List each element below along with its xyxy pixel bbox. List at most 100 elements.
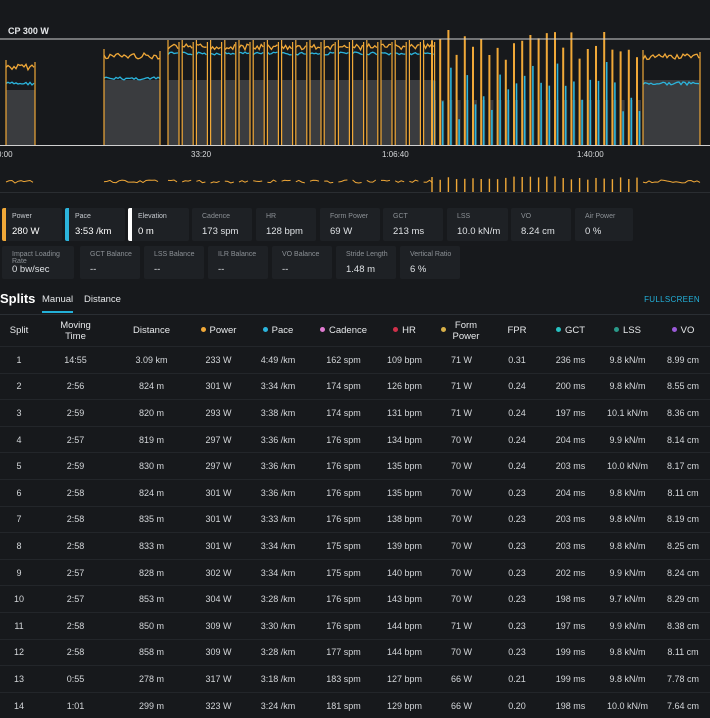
cell-distance: 299 m: [138, 700, 164, 711]
column-header-lss[interactable]: LSS: [599, 315, 656, 347]
column-header-form-power[interactable]: Form Power: [431, 315, 492, 347]
column-header-gct[interactable]: GCT: [542, 315, 599, 347]
column-header-vo[interactable]: VO: [656, 315, 710, 347]
cell-power: 302 W: [205, 567, 232, 578]
metric-label: Air Power: [585, 213, 616, 220]
cell-vo: 8.19 cm: [666, 514, 699, 525]
overview-power-line: [182, 179, 192, 183]
cell-split: 11: [14, 620, 24, 631]
cell-cadence: 176 spm: [326, 594, 361, 605]
table-row[interactable]: 14 1:01 299 m 323 W 3:24 /km 181 spm 129 bpm 66…: [0, 692, 710, 718]
column-header-moving-time[interactable]: Moving Time: [38, 315, 113, 347]
elevation-area: [281, 80, 293, 145]
overview-power-line: [5, 179, 34, 184]
column-label: HR: [402, 325, 416, 336]
cell-power: 317 W: [205, 673, 232, 684]
column-header-hr[interactable]: HR: [378, 315, 431, 347]
metric-card-vo-balance[interactable]: VO Balance --: [272, 246, 332, 279]
cell-pace: 3:18 /km: [260, 673, 296, 684]
cell-lss: 9.8 kN/m: [609, 647, 646, 658]
column-header-power[interactable]: Power: [190, 315, 247, 347]
table-row[interactable]: 3 2:59 820 m 293 W 3:38 /km 174 spm 131 bpm 71 …: [0, 399, 710, 427]
metric-card-vo[interactable]: VO 8.24 cm: [511, 208, 571, 241]
metric-card-hr[interactable]: HR 128 bpm: [256, 208, 316, 241]
column-header-split[interactable]: Split: [0, 315, 38, 347]
time-tick: 1:40:00: [577, 150, 604, 159]
metric-card-air-power[interactable]: Air Power 0 %: [575, 208, 633, 241]
column-header-pace[interactable]: Pace: [247, 315, 309, 347]
cell-form-power: 70 W: [450, 514, 472, 525]
pace-line: [395, 52, 406, 56]
cell-cadence: 174 spm: [326, 381, 361, 392]
cell-split: 3: [16, 407, 22, 418]
tab-distance[interactable]: Distance: [84, 294, 121, 305]
cell-split: 10: [13, 594, 24, 605]
cell-moving-time: 2:57: [66, 567, 85, 578]
cell-moving-time: 2:58: [66, 487, 85, 498]
power-line: [238, 43, 250, 52]
table-row[interactable]: 2 2:56 824 m 301 W 3:34 /km 174 spm 126 bpm 71 …: [0, 373, 710, 400]
metric-card-pace[interactable]: Pace 3:53 /km: [65, 208, 125, 241]
metric-label: GCT Balance: [90, 251, 132, 258]
column-header-cadence[interactable]: Cadence: [309, 315, 378, 347]
metric-card-gct[interactable]: GCT 213 ms: [383, 208, 443, 241]
power-pace-chart[interactable]: [0, 0, 710, 200]
metric-card-ilr-balance[interactable]: ILR Balance --: [208, 246, 268, 279]
column-header-fpr[interactable]: FPR: [492, 315, 542, 347]
cell-lss: 9.8 kN/m: [609, 540, 646, 551]
pace-line: [409, 51, 420, 56]
metric-card-elevation[interactable]: Elevation 0 m: [128, 208, 189, 241]
metric-label: Stride Length: [346, 251, 388, 258]
form-power-dot-icon: [441, 327, 446, 332]
metric-value: 280 W: [12, 226, 40, 237]
table-row[interactable]: 10 2:57 853 m 304 W 3:28 /km 176 spm 143 bpm 70…: [0, 585, 710, 613]
metric-card-impact-loading-rate[interactable]: Impact Loading Rate 0 bw/sec: [2, 246, 74, 279]
power-line: [309, 43, 321, 51]
table-row[interactable]: 12 2:58 858 m 309 W 3:28 /km 177 spm 144 bpm 70…: [0, 639, 710, 666]
metric-label: Impact Loading Rate: [12, 251, 60, 265]
column-header-distance[interactable]: Distance: [113, 315, 190, 347]
cell-lss: 9.7 kN/m: [609, 594, 646, 605]
metric-card-vertical-ratio[interactable]: Vertical Ratio 6 %: [400, 246, 460, 279]
cell-power: 297 W: [205, 461, 232, 472]
table-row[interactable]: 11 2:58 850 m 309 W 3:30 /km 176 spm 144 bpm 71…: [0, 612, 710, 639]
metric-card-lss[interactable]: LSS 10.0 kN/m: [447, 208, 508, 241]
metric-card-lss-balance[interactable]: LSS Balance --: [144, 246, 204, 279]
table-row[interactable]: 7 2:58 835 m 301 W 3:33 /km 176 spm 138 bpm 70 …: [0, 506, 710, 533]
elevation-area: [409, 80, 421, 145]
metric-value: 0 bw/sec: [12, 264, 50, 275]
overview-power-line: [642, 179, 701, 184]
power-dot-icon: [200, 326, 206, 332]
elevation-area: [338, 80, 350, 145]
table-row[interactable]: 5 2:59 830 m 297 W 3:36 /km 176 spm 135 bpm 70 …: [0, 452, 710, 480]
tab-manual[interactable]: Manual: [42, 294, 74, 313]
cell-hr: 143 bpm: [386, 594, 423, 605]
cp-label: CP 300 W: [8, 26, 49, 36]
cell-lss: 9.9 kN/m: [609, 620, 646, 631]
workout-chart[interactable]: CP 300 W 0:00 33:20 1:06:40 1:40:00: [0, 0, 710, 200]
metric-card-power[interactable]: Power 280 W: [2, 208, 62, 241]
metric-card-form-power[interactable]: Form Power 69 W: [320, 208, 380, 241]
time-tick: 0:00: [0, 150, 13, 159]
table-row[interactable]: 13 0:55 278 m 317 W 3:18 /km 183 spm 127 bpm 66…: [0, 665, 710, 693]
elevation-area: [423, 80, 435, 145]
table-row[interactable]: 8 2:58 833 m 301 W 3:34 /km 175 spm 139 bpm 70 …: [0, 532, 710, 560]
cell-fpr: 0.20: [508, 700, 526, 711]
metric-card-stride-length[interactable]: Stride Length 1.48 m: [336, 246, 396, 279]
cell-split: 2: [16, 381, 22, 392]
metric-card-cadence[interactable]: Cadence 173 spm: [192, 208, 252, 241]
overview-power-line: [352, 179, 362, 184]
table-row[interactable]: 6 2:58 824 m 301 W 3:36 /km 176 spm 135 bpm 70 …: [0, 479, 710, 506]
cell-power: 309 W: [205, 647, 232, 658]
table-row[interactable]: 9 2:57 828 m 302 W 3:34 /km 175 spm 140 bpm 70 …: [0, 559, 710, 586]
fullscreen-button[interactable]: FULLSCREEN: [644, 295, 700, 304]
hr-dot-icon: [393, 326, 399, 332]
table-row[interactable]: 1 14:55 3.09 km 233 W 4:49 /km 162 spm 109 bpm…: [0, 346, 710, 374]
table-row[interactable]: 4 2:57 819 m 297 W 3:36 /km 176 spm 134 bpm 70 …: [0, 426, 710, 453]
splits-header: Splits Manual Distance FULLSCREEN: [0, 288, 710, 314]
cell-cadence: 174 spm: [326, 407, 361, 418]
cell-pace: 3:28 /km: [260, 594, 296, 605]
cell-lss: 9.8 kN/m: [609, 487, 646, 498]
metric-card-gct-balance[interactable]: GCT Balance --: [80, 246, 140, 279]
cell-distance: 833 m: [138, 540, 164, 551]
